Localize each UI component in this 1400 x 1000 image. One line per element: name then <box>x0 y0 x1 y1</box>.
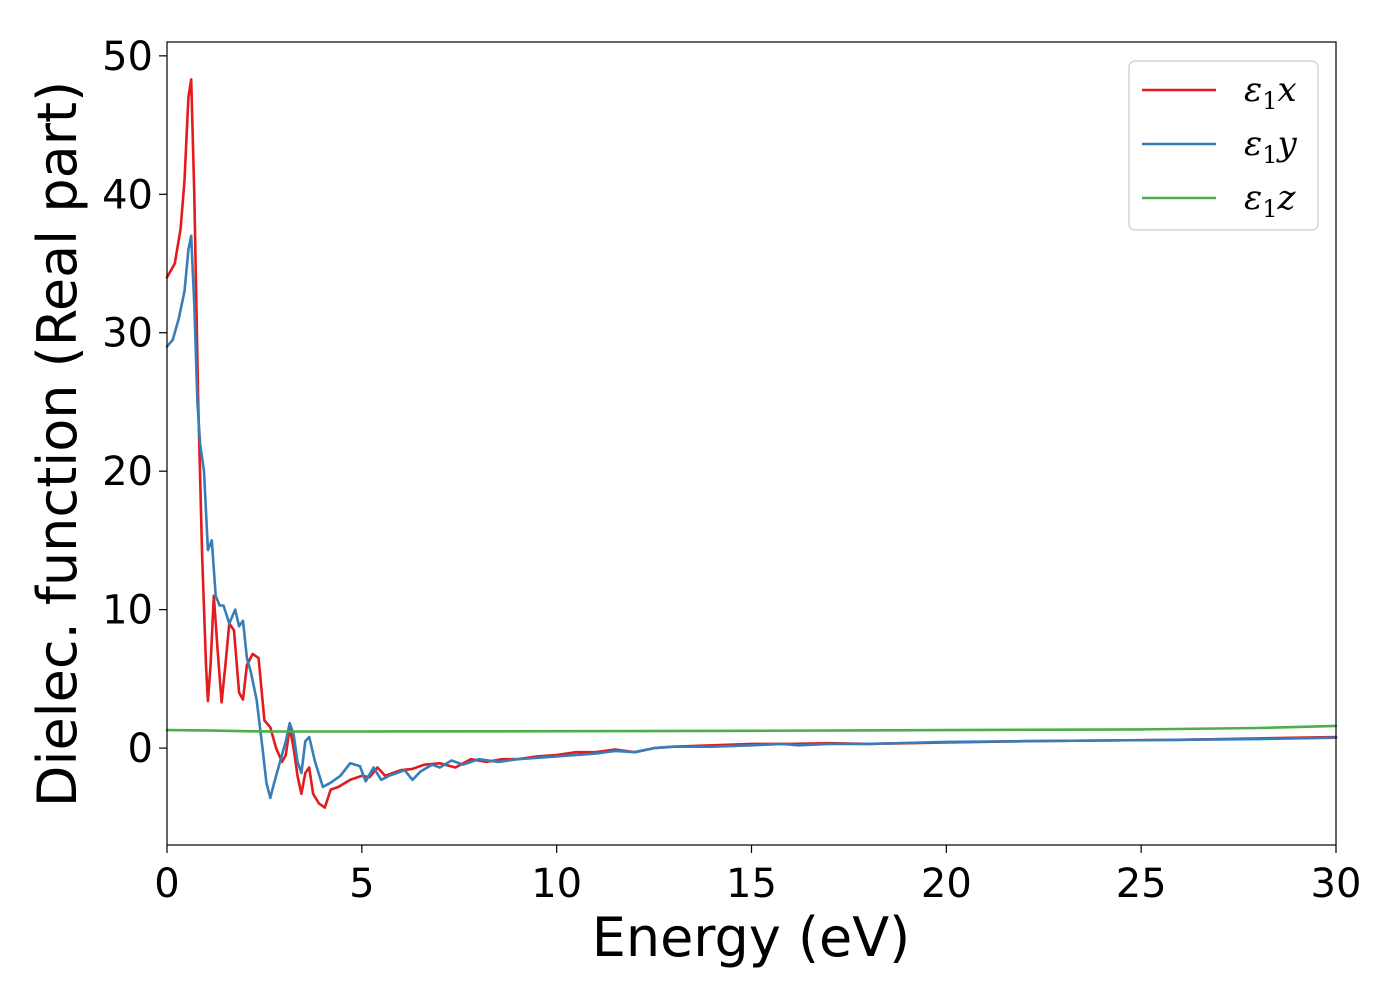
x-tick-label: 30 <box>1311 861 1362 907</box>
x-tick-label: 20 <box>921 861 972 907</box>
y-tick-label: 10 <box>102 588 153 634</box>
y-tick-label: 0 <box>128 726 153 772</box>
legend-variable: x <box>1278 70 1297 110</box>
x-axis-title: Energy (eV) <box>592 906 911 969</box>
series-layer <box>165 78 1338 809</box>
x-tick-label: 25 <box>1116 861 1167 907</box>
legend-subscript: 1 <box>1262 195 1277 223</box>
legend-symbol: ε <box>1244 178 1262 218</box>
legend-subscript: 1 <box>1262 141 1277 169</box>
legend-variable: y <box>1276 124 1298 164</box>
y-tick-label: 30 <box>102 311 153 357</box>
x-tick-label: 15 <box>726 861 777 907</box>
y-axis: 0 10 20 30 40 50 <box>102 34 167 772</box>
legend-subscript: 1 <box>1262 87 1277 115</box>
series-line-y <box>165 234 1338 800</box>
legend-symbol: ε <box>1244 124 1262 164</box>
x-tick-label: 5 <box>349 861 374 907</box>
legend-label-y: ε1y <box>1244 124 1298 169</box>
y-tick-label: 50 <box>102 34 153 80</box>
legend-symbol: ε <box>1244 70 1262 110</box>
x-tick-label: 0 <box>154 861 179 907</box>
legend-label-z: ε1z <box>1244 178 1297 223</box>
x-axis: 0 5 10 15 20 25 30 <box>154 845 1361 907</box>
y-axis-title: Dielec. function (Real part) <box>26 81 89 807</box>
legend-box <box>1128 60 1319 231</box>
legend-variable: z <box>1277 178 1297 218</box>
x-tick-label: 10 <box>531 861 582 907</box>
series-line-z <box>165 724 1338 733</box>
y-tick-label: 20 <box>102 449 153 495</box>
y-tick-label: 40 <box>102 172 153 218</box>
legend-label-x: ε1x <box>1244 70 1297 115</box>
